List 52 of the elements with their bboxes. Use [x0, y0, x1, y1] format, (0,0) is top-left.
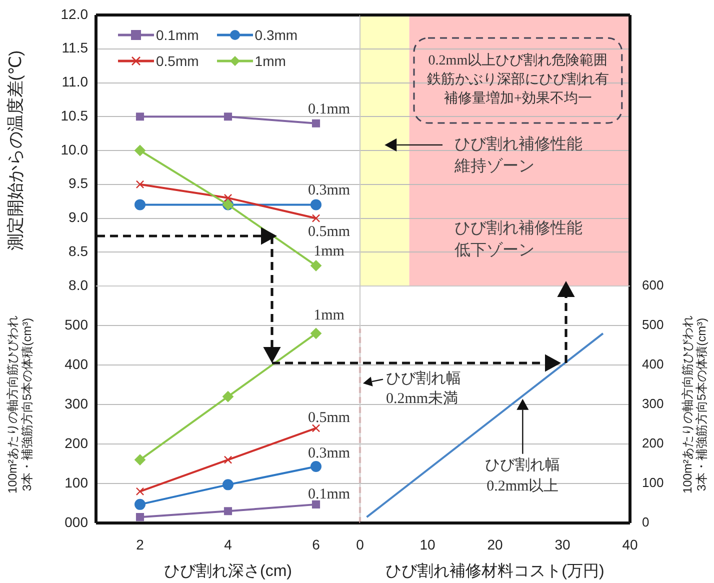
y2-axis-title: 100m²あたりの軸方向筋ひびわれ 3本・補強筋方向5本の体積(cm³) [680, 315, 708, 494]
legend-label: 0.1mm [156, 27, 199, 43]
x-tick-label: 4 [224, 536, 232, 552]
y-tick-label: 300 [64, 395, 88, 412]
annotation: 0.3mm [308, 445, 350, 462]
y-tick-label: 500 [64, 316, 88, 332]
x-tick-label: 6 [312, 536, 320, 552]
y2-tick-label: 300 [642, 396, 664, 412]
y-tick-label: 200 [64, 434, 88, 451]
y-tick-label: 000 [64, 514, 88, 530]
annotation: 0.2mm以上ひび割れ危険範囲鉄筋かぶり深部にひび割れ有補修量増加+効果不均一 [426, 52, 609, 107]
annotation: 0.3mm [308, 182, 350, 199]
y2-tick-label: 200 [642, 436, 664, 451]
x-tick-label: 40 [622, 536, 638, 552]
y-tick-label: 8.0 [68, 276, 88, 293]
annotation: ひび割れ幅0.2mm以上 [485, 456, 560, 494]
ref-line-label: ひび割れ幅0.2mm未満 [386, 370, 461, 407]
y-tick-label: 9.0 [68, 209, 88, 226]
y2-tick-label: 400 [642, 356, 664, 372]
y-axis-title: 測定開始からの温度差(℃) [6, 50, 25, 251]
y-tick-label: 9.5 [68, 175, 88, 192]
y-tick-label: 10.5 [60, 107, 88, 124]
annotation: 1mm [314, 307, 345, 324]
y-tick-label: 100 [64, 474, 88, 490]
annotation: 0.5mm [308, 224, 350, 240]
annotation: 0.1mm [308, 486, 350, 502]
x-axis-title: ひび割れ深さ(cm) [164, 562, 292, 580]
y2-tick-label: 0 [642, 514, 650, 530]
y-axis-title: 100m²あたりの軸方向筋ひびわれ 3本・補強筋方向5本の体積(cm³) [6, 315, 34, 494]
band-label: ひび割れ補修性能維持ゾーン [454, 135, 582, 176]
annotation: 1mm [314, 244, 345, 260]
x-tick-label: 2 [136, 536, 144, 552]
y-tick-label: 11.0 [62, 74, 88, 90]
band-label: ひび割れ補修性能低下ゾーン [454, 219, 582, 260]
annotation: 0.5mm [308, 410, 350, 426]
legend-label: 0.3mm [254, 27, 298, 43]
y-tick-label: 10.0 [60, 141, 88, 158]
y2-tick-label: 500 [642, 317, 664, 332]
y-tick-label: 8.5 [68, 242, 88, 259]
legend-label: 0.5mm [156, 53, 199, 69]
y-tick-label: 11.5 [62, 40, 88, 56]
legend-label: 1mm [254, 53, 286, 69]
y-tick-label: 12.0 [60, 6, 88, 22]
y2-tick-label: 600 [642, 278, 664, 293]
x-tick-label: 20 [487, 536, 503, 552]
y2-tick-label: 100 [642, 475, 664, 490]
x-tick-label: 30 [554, 536, 570, 552]
annotation: 0.1mm [308, 101, 350, 118]
y-tick-label: 400 [64, 356, 88, 372]
x-tick-label: 0 [356, 536, 364, 552]
x-tick-label: 10 [420, 536, 436, 552]
x-axis-title: ひび割れ補修材料コスト(万円) [386, 562, 604, 580]
